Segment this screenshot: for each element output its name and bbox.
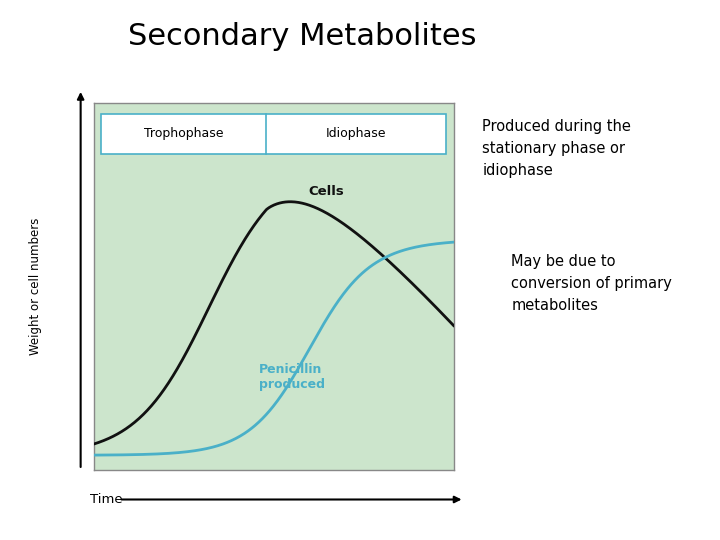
Text: Idiophase: Idiophase xyxy=(326,127,387,140)
Text: Weight or cell numbers: Weight or cell numbers xyxy=(30,218,42,355)
Text: May be due to
conversion of primary
metabolites: May be due to conversion of primary meta… xyxy=(511,254,672,313)
FancyBboxPatch shape xyxy=(101,113,446,154)
Text: Produced during the
stationary phase or
idiophase: Produced during the stationary phase or … xyxy=(482,119,631,178)
Text: Time: Time xyxy=(90,493,122,506)
Text: Penicillin
produced: Penicillin produced xyxy=(259,363,325,392)
Text: Trophophase: Trophophase xyxy=(144,127,223,140)
Text: Cells: Cells xyxy=(309,185,344,198)
Text: Secondary Metabolites: Secondary Metabolites xyxy=(128,22,477,51)
